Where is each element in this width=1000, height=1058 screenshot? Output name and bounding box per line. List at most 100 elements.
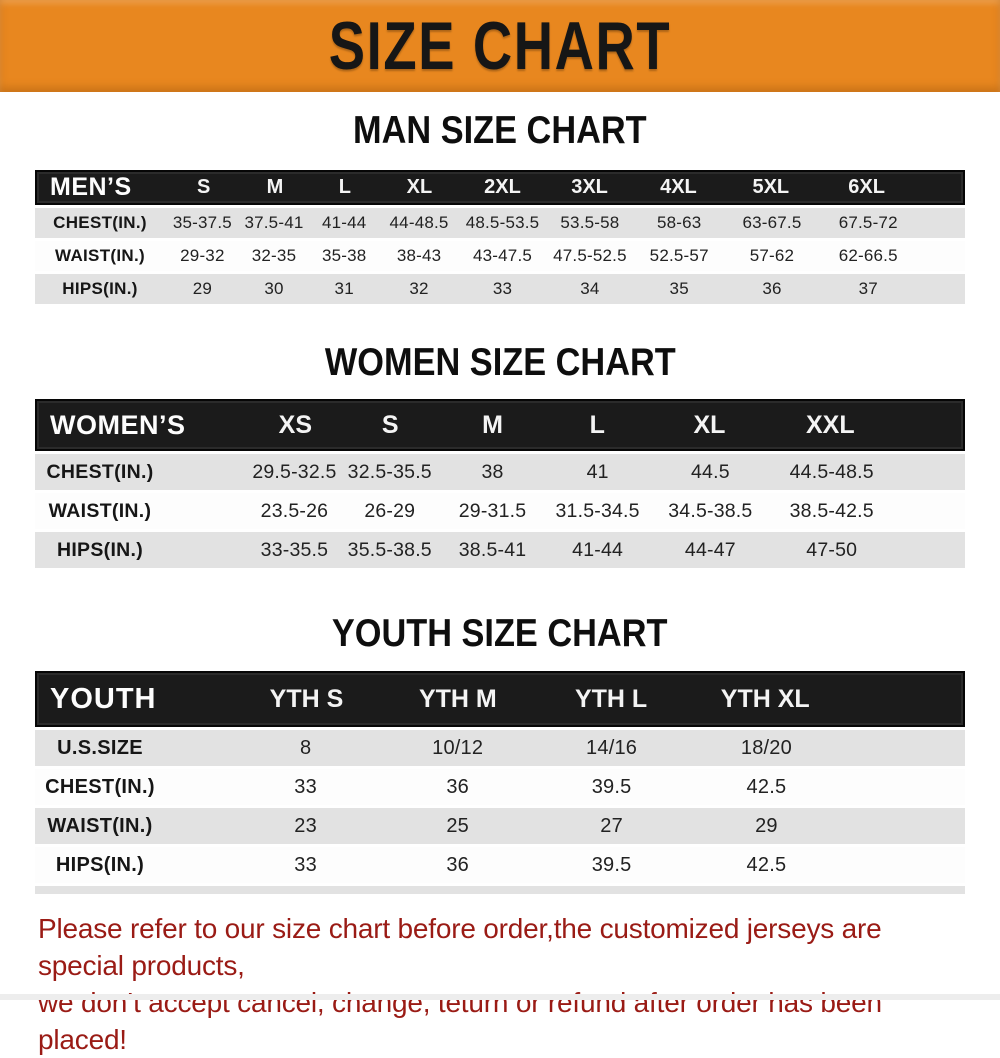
size-value-cell: 38.5-42.5 <box>789 499 874 522</box>
size-value-cell: 37.5-41 <box>244 213 304 232</box>
table-row: WAIST(IN.) 23.5-26 26-29 29-31.5 31.5-34.5 34… <box>35 493 965 529</box>
header-size-cell: M <box>482 410 503 439</box>
header-size-cell: 6XL <box>848 176 885 198</box>
size-value-cell: 39.5 <box>591 853 632 876</box>
row-label: CHEST(IN.) <box>46 460 154 483</box>
size-value-cell: 35.5-38.5 <box>347 538 432 561</box>
section-title-men: MAN SIZE CHART <box>353 109 647 152</box>
header-size-cell: YTH XL <box>720 684 810 713</box>
size-value-cell: 36 <box>446 775 469 798</box>
row-label: WAIST(IN.) <box>55 246 145 265</box>
size-value-cell: 52.5-57 <box>649 246 709 265</box>
size-value-cell: 41 <box>586 460 609 483</box>
header-size-cell: 3XL <box>571 176 608 198</box>
row-label: HIPS(IN.) <box>55 853 145 876</box>
size-value-cell: 58-63 <box>656 213 702 232</box>
table-end-strip <box>35 886 965 894</box>
size-value-cell: 38 <box>481 460 504 483</box>
size-value-cell: 42.5 <box>746 775 787 798</box>
table-row: CHEST(IN.) 29.5-32.5 32.5-35.5 38 41 44.5 44.5… <box>35 454 965 490</box>
row-label: U.S.SIZE <box>57 736 143 759</box>
size-table-women: WOMEN’S XS S M L XL XXL CHEST(IN.) 29.5-32.5 32.5… <box>35 399 965 568</box>
row-label-cell: HIPS(IN.) <box>35 854 230 877</box>
size-value-cell: 44-47 <box>684 538 736 561</box>
section-title-women: WOMEN SIZE CHART <box>324 341 676 384</box>
table-header-row: MEN’S S M L XL 2XL 3XL 4XL 5XL 6XL <box>35 170 965 205</box>
table-row: HIPS(IN.) 33-35.5 35.5-38.5 38.5-41 41-44 44-… <box>35 532 965 568</box>
row-label-cell: HIPS(IN.) <box>35 539 251 562</box>
size-value-cell: 47.5-52.5 <box>553 246 627 265</box>
size-value-cell: 10/12 <box>432 736 484 759</box>
row-label: CHEST(IN.) <box>45 775 155 798</box>
row-label-cell: CHEST(IN.) <box>35 461 251 484</box>
size-value-cell: 34.5-38.5 <box>668 499 753 522</box>
row-label-cell: CHEST(IN.) <box>35 213 166 233</box>
header-size-cell: S <box>197 176 211 198</box>
size-value-cell: 29-32 <box>180 246 225 265</box>
size-value-cell: 34 <box>580 279 600 298</box>
size-value-cell: 25 <box>446 814 469 837</box>
size-value-cell: 36 <box>762 279 782 298</box>
size-value-cell: 27 <box>600 814 623 837</box>
size-value-cell: 31.5-34.5 <box>555 499 640 522</box>
size-value-cell: 33 <box>492 279 513 298</box>
header-size-cell: M <box>266 176 284 198</box>
header-label-cell: YOUTH <box>50 682 157 715</box>
row-label: HIPS(IN.) <box>62 279 138 298</box>
size-value-cell: 23.5-26 <box>260 499 329 522</box>
header-size-cell: XXL <box>805 410 855 439</box>
table-row: HIPS(IN.) 33 36 39.5 42.5 <box>35 847 965 883</box>
row-label-cell: WAIST(IN.) <box>35 815 230 838</box>
size-table-youth: YOUTH YTH S YTH M YTH L YTH XL U.S.SIZE 8 10/12… <box>35 671 965 894</box>
row-label: WAIST(IN.) <box>47 814 153 837</box>
size-value-cell: 41-44 <box>572 538 624 561</box>
size-value-cell: 29 <box>755 814 778 837</box>
header-size-cell: 5XL <box>752 176 790 198</box>
banner-title: SIZE CHART <box>328 8 672 84</box>
header-size-cell: XL <box>693 410 726 439</box>
size-value-cell: 23 <box>294 814 317 837</box>
size-value-cell: 31 <box>334 279 354 298</box>
size-value-cell: 26-29 <box>364 499 416 522</box>
row-label-cell: WAIST(IN.) <box>35 500 251 523</box>
header-size-cell: YTH L <box>574 684 648 713</box>
table-row: CHEST(IN.) 35-37.5 37.5-41 41-44 44-48.5 48.5… <box>35 208 965 238</box>
size-value-cell: 32.5-35.5 <box>347 460 432 483</box>
row-label: WAIST(IN.) <box>48 499 152 522</box>
size-value-cell: 62-66.5 <box>838 246 898 265</box>
size-value-cell: 48.5-53.5 <box>465 213 540 232</box>
header-size-cell: L <box>338 176 351 198</box>
table-row: WAIST(IN.) 29-32 32-35 35-38 38-43 43-47.5 47.… <box>35 241 965 271</box>
table-row: U.S.SIZE 8 10/12 14/16 18/20 <box>35 730 965 766</box>
size-value-cell: 44.5-48.5 <box>789 460 874 483</box>
size-value-cell: 35-38 <box>321 246 367 265</box>
header-label-cell: WOMEN’S <box>50 409 186 440</box>
size-value-cell: 53.5-58 <box>560 213 620 232</box>
size-value-cell: 39.5 <box>591 775 632 798</box>
header-size-cell: XL <box>406 176 433 198</box>
table-row: HIPS(IN.) 29 30 31 32 33 34 35 36 37 <box>35 274 965 304</box>
footer-note-line1: Please refer to our size chart before or… <box>38 913 882 981</box>
row-label-cell: U.S.SIZE <box>35 737 230 760</box>
size-value-cell: 67.5-72 <box>838 213 898 232</box>
header-size-cell: S <box>381 410 399 439</box>
row-label: CHEST(IN.) <box>53 213 147 232</box>
table-row: CHEST(IN.) 33 36 39.5 42.5 <box>35 769 965 805</box>
size-value-cell: 33 <box>294 853 317 876</box>
size-value-cell: 63-67.5 <box>742 213 802 232</box>
size-value-cell: 18/20 <box>740 736 792 759</box>
size-value-cell: 37 <box>858 279 878 298</box>
size-value-cell: 38-43 <box>396 246 442 265</box>
bottom-edge-strip <box>0 994 1000 1000</box>
header-size-cell: 2XL <box>484 176 521 198</box>
row-label-cell: CHEST(IN.) <box>35 776 230 799</box>
size-value-cell: 29 <box>192 279 213 298</box>
size-value-cell: 42.5 <box>746 853 787 876</box>
size-value-cell: 47-50 <box>806 538 858 561</box>
size-value-cell: 38.5-41 <box>458 538 527 561</box>
size-value-cell: 43-47.5 <box>472 246 533 265</box>
size-value-cell: 33 <box>294 775 317 798</box>
size-value-cell: 30 <box>264 279 284 298</box>
header-size-cell: 4XL <box>660 176 697 198</box>
